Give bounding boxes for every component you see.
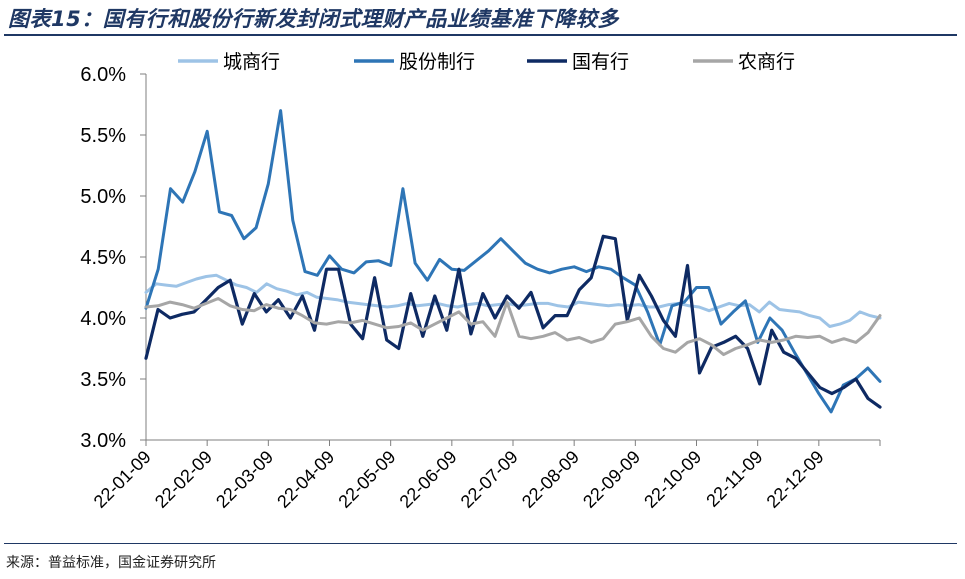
x-tick-label: 22-01-09 (90, 447, 155, 512)
y-tick-label: 5.0% (80, 186, 126, 208)
source-note: 来源：普益标准，国金证券研究所 (6, 555, 216, 571)
legend: 城商行 股份制行 国有行 农商行 (178, 51, 795, 73)
y-tick-label: 3.5% (80, 369, 126, 391)
y-tick-group: 3.0% 3.5% 4.0% 4.5% 5.0% 5.5% 6.0% (80, 64, 146, 452)
y-tick-label: 6.0% (80, 64, 126, 86)
y-tick-label: 5.5% (80, 125, 126, 147)
x-tick-label: 22-09-09 (579, 447, 644, 512)
y-tick-label: 4.0% (80, 308, 126, 330)
y-tick-label: 3.0% (80, 430, 126, 452)
figure-title: 图表15：国有行和股份行新发封闭式理财产品业绩基准下降较多 (8, 7, 619, 31)
x-tick-label: 22-07-09 (457, 447, 522, 512)
y-tick-label: 4.5% (80, 247, 126, 269)
x-tick-label: 22-04-09 (273, 447, 338, 512)
legend-label: 国有行 (572, 51, 629, 73)
series-line-1 (144, 273, 882, 328)
series-group (144, 109, 882, 414)
bottom-rule (4, 543, 957, 544)
x-tick-label: 22-10-09 (640, 447, 705, 512)
legend-label: 农商行 (738, 51, 795, 73)
x-tick-group: 22-01-0922-02-0922-03-0922-04-0922-05-09… (90, 440, 881, 512)
x-tick-label: 22-08-09 (518, 447, 583, 512)
series-line-2 (144, 109, 882, 414)
legend-label: 股份制行 (399, 51, 475, 73)
title-rule (4, 34, 957, 36)
x-tick-label: 22-11-09 (702, 447, 766, 511)
x-tick-label: 22-12-09 (763, 447, 828, 512)
legend-label: 城商行 (223, 51, 280, 73)
x-tick-label: 22-02-09 (151, 447, 216, 512)
x-tick-label: 22-03-09 (212, 447, 277, 512)
x-tick-label: 22-06-09 (396, 447, 461, 512)
x-tick-label: 22-05-09 (334, 447, 399, 512)
series-line-4 (144, 297, 882, 357)
series-line-3 (144, 234, 882, 409)
